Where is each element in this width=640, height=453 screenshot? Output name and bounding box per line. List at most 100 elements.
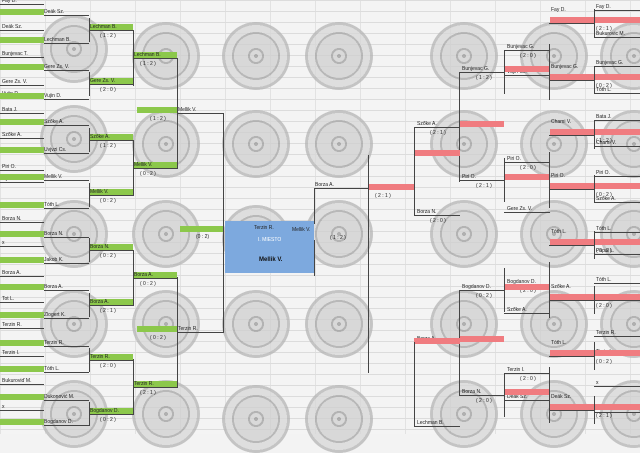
bracket-line xyxy=(314,188,315,224)
bracket-line xyxy=(549,300,595,301)
bracket-line xyxy=(549,262,550,318)
player-name: Piri O. xyxy=(462,174,476,180)
player-name: x xyxy=(596,380,599,386)
loser-bar xyxy=(550,294,594,300)
bracket-line xyxy=(89,140,134,141)
bracket-line xyxy=(0,182,44,183)
bracket-line xyxy=(44,99,89,100)
player-name: Fay D. xyxy=(2,0,17,4)
final-left-score: (0 : 2) xyxy=(196,234,210,240)
bracket-line xyxy=(594,120,640,121)
match-score: ( 0 : 2 ) xyxy=(100,198,116,204)
bracket-line xyxy=(89,402,90,426)
winner-bar xyxy=(0,284,44,290)
winner-bar xyxy=(0,37,44,43)
winner-bar xyxy=(0,174,44,180)
winner-bar xyxy=(133,162,177,168)
bracket-line xyxy=(44,425,89,426)
match-score: ( 2 : 0 ) xyxy=(520,165,536,171)
player-name: Terzin R. xyxy=(2,322,22,328)
player-name: Piri O. xyxy=(596,170,610,176)
match-score: ( 1 : 2 ) xyxy=(100,143,116,149)
winner-bar xyxy=(0,147,44,153)
winner-bar xyxy=(0,64,44,70)
loser-bar xyxy=(594,74,640,80)
winner-bar xyxy=(0,257,44,263)
loser-bar xyxy=(594,17,640,23)
match-score: ( 2 : 1 ) xyxy=(596,26,612,32)
loser-bar xyxy=(505,174,550,180)
player-name: Deák Sz. xyxy=(44,9,65,15)
bracket-line xyxy=(89,72,90,96)
match-score: ( 2 : 1 ) xyxy=(140,390,156,396)
dartboard-image xyxy=(520,200,588,268)
bracket-line xyxy=(314,240,315,276)
player-name: Szőke A. xyxy=(551,284,571,290)
player-name: Dukonović M. xyxy=(44,394,75,400)
match-score: ( 2 : 0 ) xyxy=(596,303,612,309)
bracket-line xyxy=(549,189,595,190)
player-name: Lechman B. xyxy=(44,37,71,43)
loser-bar xyxy=(414,150,460,156)
bracket-line xyxy=(549,367,550,423)
match-score: ( 2 : 1 ) xyxy=(596,413,612,419)
loser-bar xyxy=(505,284,550,290)
winner-bar xyxy=(89,78,133,84)
winner-bar xyxy=(89,408,133,414)
bracket-line xyxy=(0,246,44,247)
winner-bar xyxy=(0,202,44,208)
bracket-line xyxy=(414,127,415,215)
player-name: Borza A. xyxy=(90,299,109,305)
bracket-line xyxy=(594,93,640,94)
bracket-line xyxy=(0,384,44,385)
winner-bar xyxy=(180,226,224,232)
bracket-line xyxy=(0,113,44,114)
match-score: ( 2 : 0 ) xyxy=(100,363,116,369)
player-name: Vujin D. xyxy=(44,93,62,99)
winner-bar xyxy=(89,299,133,305)
player-name: Pápai L. xyxy=(596,248,615,254)
player-name: Deák Sz. xyxy=(2,24,23,30)
bracket-line xyxy=(44,318,89,319)
player-name: Vujin Cs. xyxy=(507,69,527,75)
winner-bar xyxy=(89,134,133,140)
player-name: Piri O. xyxy=(551,173,565,179)
player-name: Borza N. xyxy=(90,244,110,250)
bracket-line xyxy=(0,4,44,5)
bracket-line xyxy=(504,50,550,51)
match-score: ( 0 : 2 ) xyxy=(140,281,156,287)
bracket-line xyxy=(459,395,505,396)
player-name: Lechman B. xyxy=(417,420,444,426)
bracket-line xyxy=(594,396,595,424)
loser-bar xyxy=(594,294,640,300)
loser-bar xyxy=(505,389,550,395)
bracket-line xyxy=(0,138,44,139)
player-name: Borza N. xyxy=(417,209,437,215)
loser-bar xyxy=(550,350,594,356)
winner-bar xyxy=(0,93,44,99)
bracket-line xyxy=(459,290,505,291)
match-score: ( 2 : 1 ) xyxy=(430,130,446,136)
winner-bar xyxy=(0,9,44,15)
loser-bar xyxy=(550,239,594,245)
bracket-line xyxy=(594,283,640,284)
winner-bar xyxy=(133,52,177,58)
bracket-line xyxy=(549,356,595,357)
match-score: ( 0 : 2 ) xyxy=(100,417,116,423)
player-name: Zlogert K. xyxy=(44,312,66,318)
player-name: Tóth L. xyxy=(596,226,612,232)
dartboard-image xyxy=(222,290,290,358)
final-right-name: Mellik V. xyxy=(292,227,311,233)
player-name: Borza A. xyxy=(2,270,21,276)
bracket-line xyxy=(594,9,595,37)
player-name: Bukurovic M. xyxy=(596,31,625,37)
dartboard-image xyxy=(430,22,498,90)
bracket-line xyxy=(459,180,505,181)
player-name: Gere Zs. V. xyxy=(507,206,533,212)
bracket-line xyxy=(0,328,44,329)
bracket-line xyxy=(0,170,44,171)
bracket-line xyxy=(44,372,89,373)
player-name: Szőke A. xyxy=(596,196,616,202)
player-name: Tot L. xyxy=(2,296,15,302)
player-name: x xyxy=(2,240,5,246)
